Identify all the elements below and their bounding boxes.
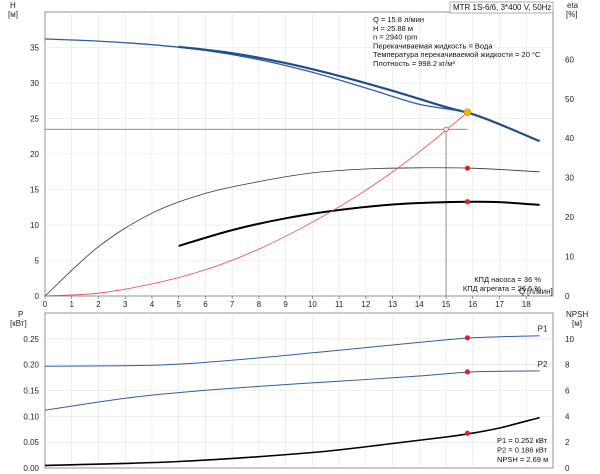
power-npsh-panel: 0.00 0.05 0.10 0.15 0.20 0.25 0 2 4 6 8 10 P[кВт] NPS… bbox=[10, 310, 588, 473]
duty-point-marker bbox=[463, 108, 472, 116]
x-tick-label: 7 bbox=[230, 300, 235, 309]
y-left-tick-label: 10 bbox=[30, 221, 39, 230]
x-tick-label: 0 bbox=[43, 300, 48, 309]
y-right-tick-label: 50 bbox=[565, 95, 574, 104]
series-npsh bbox=[44, 416, 540, 467]
power-info-line: P1 = 0.252 кВт bbox=[497, 436, 548, 445]
system-guide-marker bbox=[443, 126, 449, 132]
x-tick-label: 11 bbox=[335, 300, 344, 309]
y-right-tick-label: 20 bbox=[565, 213, 574, 222]
x-tick-label: 10 bbox=[308, 300, 317, 309]
y-left-tick-label: 0.00 bbox=[23, 464, 39, 473]
y-right-tick-label: 40 bbox=[565, 134, 574, 143]
duty-info-line: Перекачиваемая жидкость = Вода bbox=[373, 41, 493, 50]
power-info-line: P2 = 0.186 кВт bbox=[497, 446, 548, 455]
x-axis-unit: [л/мин] bbox=[527, 287, 553, 296]
duty-info-line: n = 2940 rpm bbox=[373, 33, 417, 42]
efficiency-info-line: КПД агрегата = 26.5 % bbox=[463, 284, 541, 293]
y-left-axis-label: P bbox=[18, 310, 23, 319]
series-eta-thick bbox=[178, 200, 540, 247]
efficiency-info-line: КПД насоса = 36 % bbox=[474, 275, 541, 284]
duty-info-line: Температура перекачиваемой жидкости = 20… bbox=[373, 50, 541, 59]
y-left-tick-label: 0.25 bbox=[23, 335, 39, 344]
x-tick-label: 6 bbox=[203, 300, 208, 309]
y-right-axis-unit: [м] bbox=[572, 319, 582, 328]
y-left-axis-label: H bbox=[10, 1, 16, 10]
y-right-tick-label: 0 bbox=[565, 292, 570, 301]
duty-point-marker bbox=[464, 199, 471, 205]
y-right-tick-label: 10 bbox=[565, 335, 574, 344]
y-left-tick-label: 0.20 bbox=[23, 361, 39, 370]
y-left-tick-label: 0.15 bbox=[23, 387, 39, 396]
x-tick-label: 15 bbox=[442, 300, 451, 309]
head-efficiency-panel: 0 1 2 3 4 5 6 7 8 9 10 11 12 13 14 15 16 17 18051015202530… bbox=[8, 1, 579, 309]
y-right-tick-label: 60 bbox=[565, 55, 574, 64]
x-tick-label: 17 bbox=[495, 300, 504, 309]
y-right-tick-label: 0 bbox=[565, 464, 570, 473]
duty-info-line: Q = 15.8 л/мин bbox=[373, 15, 424, 24]
y-right-axis-label: NPSH bbox=[566, 310, 588, 319]
x-axis-label: Q bbox=[519, 287, 525, 296]
y-right-axis-label: eta bbox=[567, 1, 579, 10]
y-right-tick-label: 30 bbox=[565, 174, 574, 183]
x-tick-label: 18 bbox=[522, 300, 531, 309]
x-tick-label: 1 bbox=[70, 300, 75, 309]
series-head-thick bbox=[178, 45, 541, 143]
y-left-tick-label: 20 bbox=[30, 150, 39, 159]
x-tick-label: 9 bbox=[283, 300, 288, 309]
x-tick-label: 13 bbox=[388, 300, 397, 309]
duty-point-marker bbox=[464, 430, 471, 436]
x-tick-label: 4 bbox=[150, 300, 155, 309]
series-label: P2 bbox=[538, 360, 548, 369]
duty-point-marker bbox=[464, 369, 471, 375]
duty-info-line: H = 25.88 м bbox=[373, 24, 413, 33]
y-right-axis-unit: [%] bbox=[566, 10, 578, 19]
y-left-tick-label: 5 bbox=[35, 257, 40, 266]
pump-header: MTR 1S-6/6, 3*400 V, 50Hz bbox=[453, 3, 551, 12]
x-tick-label: 14 bbox=[415, 300, 424, 309]
y-right-tick-label: 4 bbox=[565, 412, 570, 421]
duty-info-line: Плотность = 998.2 кг/м³ bbox=[373, 59, 455, 68]
y-left-tick-label: 30 bbox=[30, 79, 39, 88]
pump-header-box bbox=[449, 1, 554, 14]
y-left-axis-unit: [м] bbox=[8, 10, 18, 19]
series-system bbox=[44, 111, 468, 297]
y-right-tick-label: 10 bbox=[565, 253, 574, 262]
series-eta-thin bbox=[44, 167, 540, 297]
y-left-tick-label: 15 bbox=[30, 186, 39, 195]
x-tick-label: 12 bbox=[361, 300, 370, 309]
series-label: P1 bbox=[538, 325, 548, 334]
y-left-axis-unit: [кВт] bbox=[10, 319, 27, 328]
y-left-tick-label: 0 bbox=[35, 292, 40, 301]
y-left-tick-label: 25 bbox=[30, 115, 39, 124]
x-tick-label: 16 bbox=[468, 300, 477, 309]
x-tick-label: 5 bbox=[176, 300, 181, 309]
duty-point-marker bbox=[464, 335, 471, 341]
x-tick-label: 8 bbox=[257, 300, 262, 309]
y-right-tick-label: 8 bbox=[565, 361, 570, 370]
x-tick-label: 2 bbox=[96, 300, 101, 309]
y-right-tick-label: 2 bbox=[565, 438, 570, 447]
y-left-tick-label: 35 bbox=[30, 44, 39, 53]
duty-point-marker bbox=[464, 165, 471, 171]
power-info-line: NPSH = 2.69 м bbox=[497, 455, 548, 464]
y-right-tick-label: 6 bbox=[565, 387, 570, 396]
x-tick-label: 3 bbox=[123, 300, 128, 309]
y-left-tick-label: 0.10 bbox=[23, 412, 39, 421]
y-left-tick-label: 0.05 bbox=[23, 438, 39, 447]
